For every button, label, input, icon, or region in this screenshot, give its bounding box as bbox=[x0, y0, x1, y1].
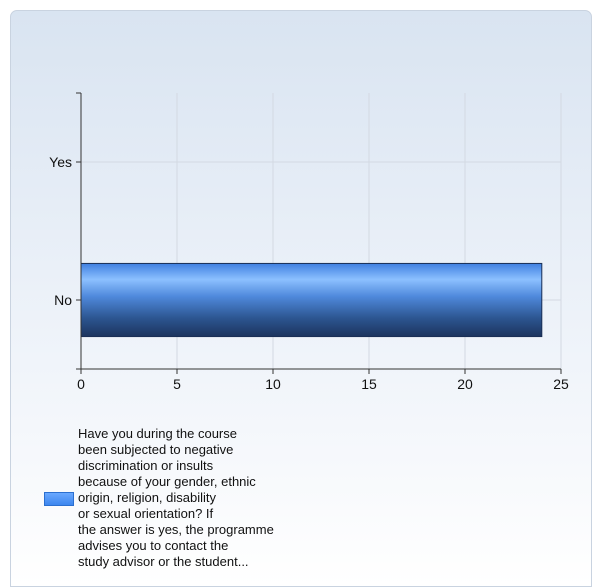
x-tick-label: 20 bbox=[457, 376, 473, 392]
legend-swatch bbox=[44, 492, 74, 506]
x-tick-label: 0 bbox=[77, 376, 85, 392]
axes bbox=[76, 92, 562, 374]
legend-label: Have you during the course been subjecte… bbox=[78, 426, 274, 569]
tick-labels: 0 5 10 15 20 25 Yes No bbox=[49, 154, 569, 392]
x-tick-label: 5 bbox=[173, 376, 181, 392]
x-tick-label: 10 bbox=[265, 376, 281, 392]
y-tick-label-yes: Yes bbox=[49, 154, 72, 170]
x-tick-label: 15 bbox=[361, 376, 377, 392]
x-tick-label: 25 bbox=[553, 376, 569, 392]
y-tick-label-no: No bbox=[54, 292, 72, 308]
bar-no bbox=[80, 262, 543, 338]
bars bbox=[80, 262, 543, 338]
